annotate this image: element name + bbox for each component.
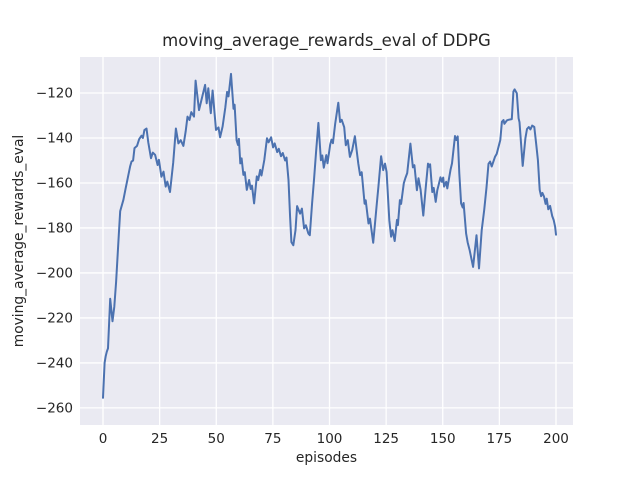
y-tick-label: −260 <box>36 400 73 416</box>
x-axis-label: episodes <box>296 450 357 466</box>
x-tick-label: 150 <box>430 431 456 447</box>
y-tick-label: −220 <box>36 310 73 326</box>
plot-area <box>80 57 573 425</box>
x-tick-label: 75 <box>264 431 281 447</box>
y-tick-label: −160 <box>36 175 73 191</box>
y-tick-label: −120 <box>36 85 73 101</box>
series-layer <box>102 72 557 399</box>
y-tick-label: −140 <box>36 130 73 146</box>
y-tick-label: −200 <box>36 265 73 281</box>
reward-line <box>102 72 557 399</box>
axes-background <box>80 57 573 425</box>
y-tick-label: −240 <box>36 355 73 371</box>
x-tick-label: 0 <box>99 431 108 447</box>
x-tick-label: 175 <box>486 431 512 447</box>
x-tick-label: 125 <box>373 431 399 447</box>
tick-label-layer: 0 25 50 75 100 125 150 175 200 −120 −140 −160 −180 −2… <box>36 85 569 447</box>
grid-layer <box>80 57 573 425</box>
y-axis-label: moving_average_rewards_eval <box>11 135 27 347</box>
x-tick-label: 25 <box>151 431 168 447</box>
chart-title: moving_average_rewards_eval of DDPG <box>162 31 491 51</box>
x-tick-label: 200 <box>543 431 569 447</box>
x-tick-label: 100 <box>317 431 343 447</box>
y-tick-label: −180 <box>36 220 73 236</box>
x-tick-label: 50 <box>208 431 225 447</box>
